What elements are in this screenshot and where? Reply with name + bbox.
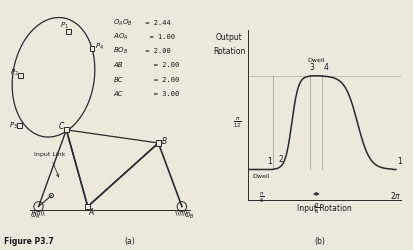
Text: $BO_B$: $BO_B$	[114, 46, 129, 56]
Bar	[17, 123, 21, 128]
Text: Input Link: Input Link	[34, 152, 66, 177]
Bar	[66, 29, 71, 34]
Bar	[64, 127, 69, 132]
Text: Figure P3.7: Figure P3.7	[4, 237, 54, 246]
Text: 1: 1	[267, 157, 272, 166]
Text: $AO_A$: $AO_A$	[114, 32, 129, 42]
Text: $O_A$: $O_A$	[31, 211, 41, 221]
Text: = 2.44: = 2.44	[141, 20, 171, 26]
Bar	[90, 46, 95, 51]
Text: AC: AC	[114, 91, 123, 97]
Text: B: B	[162, 137, 167, 146]
X-axis label: Input Rotation: Input Rotation	[297, 204, 351, 213]
Text: (b): (b)	[314, 237, 325, 246]
Text: (a): (a)	[124, 237, 135, 246]
Text: 4: 4	[324, 63, 328, 72]
Text: Output: Output	[216, 33, 242, 42]
Text: $\frac{\pi}{12}$: $\frac{\pi}{12}$	[233, 115, 242, 130]
Text: = 2.00: = 2.00	[141, 77, 180, 83]
Text: AB: AB	[114, 62, 123, 68]
Text: = 2.00: = 2.00	[141, 62, 180, 68]
Text: 2: 2	[279, 155, 283, 164]
Text: $\frac{\pi}{6}$: $\frac{\pi}{6}$	[259, 190, 264, 204]
Text: = 3.00: = 3.00	[141, 91, 180, 97]
Text: BC: BC	[114, 77, 123, 83]
Text: $O_A O_B$: $O_A O_B$	[114, 18, 133, 28]
Text: $P_4$: $P_4$	[95, 42, 104, 52]
Text: $\frac{\pi}{6}$: $\frac{\pi}{6}$	[313, 201, 319, 216]
Text: C: C	[58, 122, 64, 131]
Text: = 1.00: = 1.00	[141, 34, 175, 40]
Text: = 2.00: = 2.00	[141, 48, 171, 54]
Text: Dwell: Dwell	[252, 174, 270, 178]
Bar	[18, 73, 23, 78]
Text: 1: 1	[397, 157, 402, 166]
Bar	[85, 204, 90, 209]
Bar	[156, 140, 161, 146]
Text: Dwell: Dwell	[308, 58, 325, 62]
Text: Rotation: Rotation	[213, 47, 245, 56]
Text: $P_1$: $P_1$	[60, 21, 69, 31]
Text: 3: 3	[309, 63, 314, 72]
Text: $O_B$: $O_B$	[184, 211, 194, 221]
Text: $P_3$: $P_3$	[9, 121, 17, 131]
Text: $P_2$: $P_2$	[9, 68, 19, 78]
Text: A: A	[88, 208, 93, 217]
Text: $2\pi$: $2\pi$	[390, 190, 402, 201]
